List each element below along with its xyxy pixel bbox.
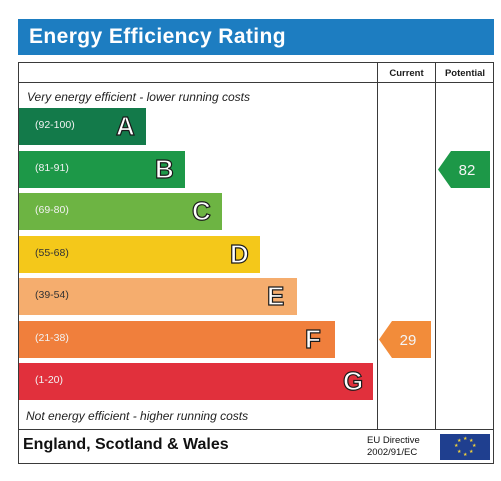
svg-text:★: ★ (463, 436, 468, 442)
band-letter: F (304, 323, 321, 354)
current-rating-value: 29 (399, 331, 417, 349)
rating-band-f: (21-38) F (19, 320, 335, 358)
potential-rating-arrow: 82 (438, 150, 490, 188)
eu-directive-line2: 2002/91/EC (367, 447, 418, 458)
rating-band-a: (92-100) A (19, 108, 146, 145)
svg-text:★: ★ (454, 443, 459, 449)
rating-band-g: (1-20) G (19, 363, 373, 400)
band-range: (92-100) (35, 119, 75, 131)
band-range: (21-38) (35, 331, 69, 344)
band-letter: B (154, 153, 174, 184)
rating-band-d: (55-68) D (19, 235, 260, 273)
band-letter: C (191, 195, 211, 226)
svg-text:★: ★ (457, 438, 462, 444)
rating-band-e: (39-54) E (19, 278, 297, 315)
potential-arrow-shape (438, 150, 490, 188)
svg-text:★: ★ (457, 449, 462, 455)
band-range: (81-91) (35, 161, 69, 174)
bottom-efficiency-note: Not energy efficient - higher running co… (26, 409, 249, 423)
rating-header: Energy Efficiency Rating (18, 19, 494, 55)
svg-text:★: ★ (472, 443, 477, 449)
potential-column-divider (435, 63, 436, 430)
rating-chart-frame: Current Potential Very energy efficient … (18, 62, 494, 464)
svg-text:★: ★ (469, 449, 474, 455)
svg-text:★: ★ (463, 452, 468, 458)
band-range: (69-80) (35, 204, 69, 216)
eu-flag-icon: ★ ★ ★ ★ ★ ★ ★ ★ (440, 434, 490, 460)
footer-row-divider (19, 429, 493, 430)
band-range: (39-54) (35, 289, 69, 301)
svg-text:★: ★ (469, 438, 474, 444)
band-letter: G (342, 365, 364, 396)
band-letter: E (266, 280, 285, 311)
current-arrow-shape (379, 320, 431, 358)
band-range: (55-68) (35, 246, 69, 259)
rating-band-b: (81-91) B (19, 150, 185, 188)
potential-column-header: Potential (444, 68, 486, 79)
rating-band-c: (69-80) C (19, 193, 222, 230)
band-letter: D (229, 238, 249, 269)
current-column-header: Current (389, 68, 424, 79)
header-row-divider (19, 82, 493, 83)
region-label: England, Scotland & Wales (23, 436, 229, 453)
current-column-divider (377, 63, 378, 430)
rating-title: Energy Efficiency Rating (29, 25, 286, 48)
potential-rating-value: 82 (458, 161, 476, 179)
eu-stars: ★ ★★ ★★★ ★★ (454, 436, 477, 458)
eu-directive-line1: EU Directive (367, 435, 420, 446)
current-rating-arrow: 29 (379, 320, 431, 358)
top-efficiency-note: Very energy efficient - lower running co… (27, 90, 250, 104)
band-range: (1-20) (35, 374, 64, 386)
band-letter: A (115, 110, 135, 141)
